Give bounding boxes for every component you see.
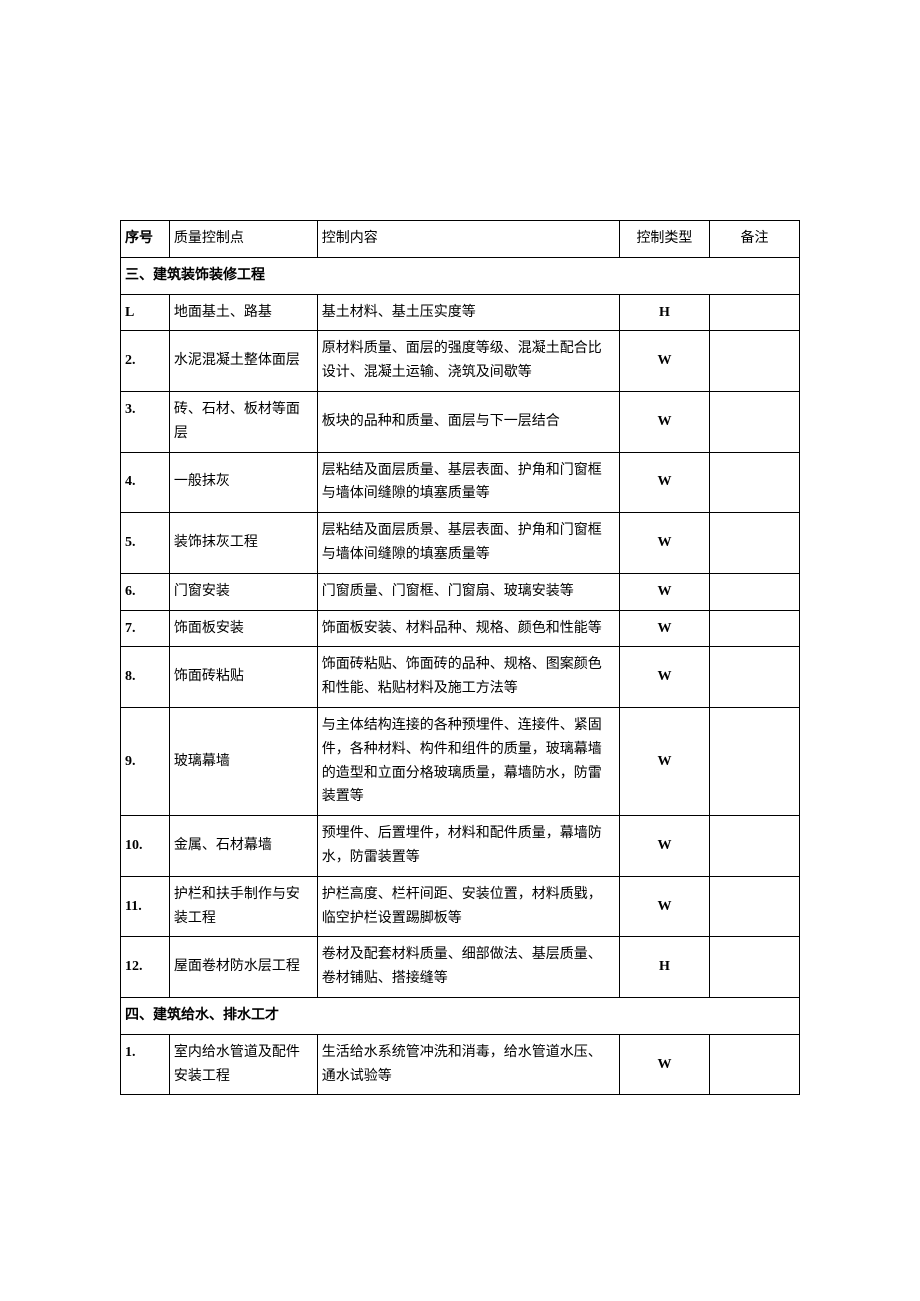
header-note: 备注 xyxy=(709,221,799,258)
row-seq: 2. xyxy=(121,331,170,392)
table-row: 10.金属、石材幕墙预埋件、后置埋件，材料和配件质量，幕墙防水，防雷装置等W xyxy=(121,816,800,877)
row-point: 一般抹灰 xyxy=(169,452,317,513)
row-note xyxy=(709,610,799,647)
row-content: 门窗质量、门窗框、门窗扇、玻璃安装等 xyxy=(317,573,619,610)
row-point: 装饰抹灰工程 xyxy=(169,513,317,574)
row-content: 生活给水系统管冲洗和消毒，给水管道水压、通水试验等 xyxy=(317,1034,619,1095)
row-content: 层粘结及面层质量、基层表面、护角和门窗框与墙体间缝隙的填塞质量等 xyxy=(317,452,619,513)
row-content: 板块的品种和质量、面层与下一层结合 xyxy=(317,391,619,452)
row-content: 层粘结及面层质景、基层表面、护角和门窗框与墙体间缝隙的填塞质量等 xyxy=(317,513,619,574)
row-type: W xyxy=(619,610,709,647)
row-point: 室内给水管道及配件安装工程 xyxy=(169,1034,317,1095)
table-row: 8.饰面砖粘贴饰面砖粘贴、饰面砖的品种、规格、图案颜色和性能、粘贴材料及施工方法… xyxy=(121,647,800,708)
row-note xyxy=(709,452,799,513)
row-seq: 3. xyxy=(121,391,170,452)
row-point: 护栏和扶手制作与安装工程 xyxy=(169,876,317,937)
row-type: H xyxy=(619,937,709,998)
row-type: W xyxy=(619,707,709,815)
row-point: 地面基土、路基 xyxy=(169,294,317,331)
row-note xyxy=(709,513,799,574)
row-content: 与主体结构连接的各种预埋件、连接件、紧固件，各种材料、构件和组件的质量，玻璃幕墙… xyxy=(317,707,619,815)
row-seq: 9. xyxy=(121,707,170,815)
row-seq: L xyxy=(121,294,170,331)
header-content: 控制内容 xyxy=(317,221,619,258)
table-row: 9.玻璃幕墙与主体结构连接的各种预埋件、连接件、紧固件，各种材料、构件和组件的质… xyxy=(121,707,800,815)
row-point: 金属、石材幕墙 xyxy=(169,816,317,877)
table-row: 1.室内给水管道及配件安装工程生活给水系统管冲洗和消毒，给水管道水压、通水试验等… xyxy=(121,1034,800,1095)
row-note xyxy=(709,294,799,331)
row-point: 门窗安装 xyxy=(169,573,317,610)
row-content: 基土材料、基土压实度等 xyxy=(317,294,619,331)
row-seq: 6. xyxy=(121,573,170,610)
row-content: 护栏高度、栏杆间距、安装位置，材料质戥，临空护栏设置踢脚板等 xyxy=(317,876,619,937)
row-point: 饰面板安装 xyxy=(169,610,317,647)
row-type: W xyxy=(619,1034,709,1095)
row-note xyxy=(709,707,799,815)
row-type: W xyxy=(619,513,709,574)
row-seq: 5. xyxy=(121,513,170,574)
row-note xyxy=(709,573,799,610)
section-title: 三、建筑装饰装修工程 xyxy=(121,257,800,294)
row-seq: 10. xyxy=(121,816,170,877)
row-type: W xyxy=(619,647,709,708)
header-point: 质量控制点 xyxy=(169,221,317,258)
header-type: 控制类型 xyxy=(619,221,709,258)
table-body: 三、建筑装饰装修工程L地面基土、路基基土材料、基土压实度等H2.水泥混凝土整体面… xyxy=(121,257,800,1095)
table-header-row: 序号 质量控制点 控制内容 控制类型 备注 xyxy=(121,221,800,258)
row-type: H xyxy=(619,294,709,331)
row-point: 屋面卷材防水层工程 xyxy=(169,937,317,998)
row-content: 卷材及配套材料质量、细部做法、基层质量、卷材铺贴、搭接缝等 xyxy=(317,937,619,998)
row-note xyxy=(709,876,799,937)
header-seq: 序号 xyxy=(121,221,170,258)
row-point: 玻璃幕墙 xyxy=(169,707,317,815)
quality-control-table: 序号 质量控制点 控制内容 控制类型 备注 三、建筑装饰装修工程L地面基土、路基… xyxy=(120,220,800,1095)
table-row: 11.护栏和扶手制作与安装工程护栏高度、栏杆间距、安装位置，材料质戥，临空护栏设… xyxy=(121,876,800,937)
row-note xyxy=(709,937,799,998)
row-type: W xyxy=(619,331,709,392)
row-type: W xyxy=(619,876,709,937)
table-row: 4.一般抹灰层粘结及面层质量、基层表面、护角和门窗框与墙体间缝隙的填塞质量等W xyxy=(121,452,800,513)
section-row: 三、建筑装饰装修工程 xyxy=(121,257,800,294)
row-note xyxy=(709,816,799,877)
row-note xyxy=(709,1034,799,1095)
row-note xyxy=(709,647,799,708)
table-row: 7.饰面板安装饰面板安装、材料品种、规格、颜色和性能等W xyxy=(121,610,800,647)
row-seq: 8. xyxy=(121,647,170,708)
row-seq: 12. xyxy=(121,937,170,998)
section-row: 四、建筑给水、排水工才 xyxy=(121,997,800,1034)
section-title: 四、建筑给水、排水工才 xyxy=(121,997,800,1034)
row-seq: 1. xyxy=(121,1034,170,1095)
row-point: 水泥混凝土整体面层 xyxy=(169,331,317,392)
row-content: 原材料质量、面层的强度等级、混凝土配合比设计、混凝土运输、浇筑及间歇等 xyxy=(317,331,619,392)
table-row: L地面基土、路基基土材料、基土压实度等H xyxy=(121,294,800,331)
row-content: 饰面板安装、材料品种、规格、颜色和性能等 xyxy=(317,610,619,647)
row-type: W xyxy=(619,452,709,513)
row-seq: 7. xyxy=(121,610,170,647)
table-row: 5.装饰抹灰工程层粘结及面层质景、基层表面、护角和门窗框与墙体间缝隙的填塞质量等… xyxy=(121,513,800,574)
row-type: W xyxy=(619,391,709,452)
row-type: W xyxy=(619,573,709,610)
table-row: 2.水泥混凝土整体面层原材料质量、面层的强度等级、混凝土配合比设计、混凝土运输、… xyxy=(121,331,800,392)
row-note xyxy=(709,331,799,392)
row-seq: 11. xyxy=(121,876,170,937)
table-row: 3.砖、石材、板材等面层板块的品种和质量、面层与下一层结合W xyxy=(121,391,800,452)
row-type: W xyxy=(619,816,709,877)
table-row: 12.屋面卷材防水层工程卷材及配套材料质量、细部做法、基层质量、卷材铺贴、搭接缝… xyxy=(121,937,800,998)
row-content: 预埋件、后置埋件，材料和配件质量，幕墙防水，防雷装置等 xyxy=(317,816,619,877)
table-row: 6.门窗安装门窗质量、门窗框、门窗扇、玻璃安装等W xyxy=(121,573,800,610)
row-point: 砖、石材、板材等面层 xyxy=(169,391,317,452)
row-point: 饰面砖粘贴 xyxy=(169,647,317,708)
row-seq: 4. xyxy=(121,452,170,513)
row-note xyxy=(709,391,799,452)
row-content: 饰面砖粘贴、饰面砖的品种、规格、图案颜色和性能、粘贴材料及施工方法等 xyxy=(317,647,619,708)
